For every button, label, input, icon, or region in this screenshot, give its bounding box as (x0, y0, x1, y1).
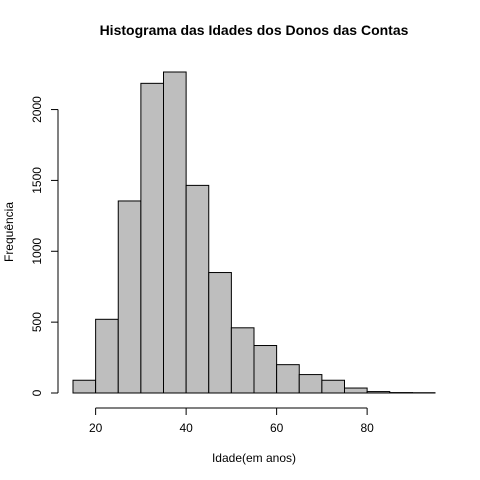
bars-group (72, 71, 436, 394)
x-tick-label: 60 (270, 421, 284, 435)
chart-title: Histograma das Idades dos Donos das Cont… (100, 22, 409, 38)
x-axis: 20 40 60 80 (89, 407, 374, 435)
y-tick-label: 2000 (30, 96, 44, 123)
histogram-bar (298, 374, 323, 394)
histogram-bar (208, 272, 232, 394)
x-tick-label: 20 (89, 421, 103, 435)
histogram-bar (230, 327, 255, 394)
histogram-bar (253, 345, 278, 394)
histogram-bar (321, 379, 345, 394)
y-tick-label: 500 (30, 312, 44, 332)
histogram-bar (117, 200, 142, 394)
y-tick-label: 1000 (30, 238, 44, 265)
x-tick-label: 80 (360, 421, 374, 435)
histogram-bar (72, 379, 97, 394)
histogram-bar (140, 82, 164, 394)
histogram-bar (185, 184, 210, 394)
y-tick-label: 1500 (30, 167, 44, 194)
x-axis-label: Idade(em anos) (212, 451, 296, 465)
y-tick-label: 0 (30, 389, 44, 396)
y-axis: 0 500 1000 1500 2000 (30, 96, 59, 396)
histogram-bar (276, 364, 300, 394)
histogram-bar (344, 387, 368, 394)
histogram-bar (163, 71, 187, 394)
y-axis-label: Frequência (2, 202, 16, 262)
histogram-bar (95, 318, 119, 394)
x-tick-label: 40 (179, 421, 193, 435)
histogram-bar (366, 391, 391, 394)
